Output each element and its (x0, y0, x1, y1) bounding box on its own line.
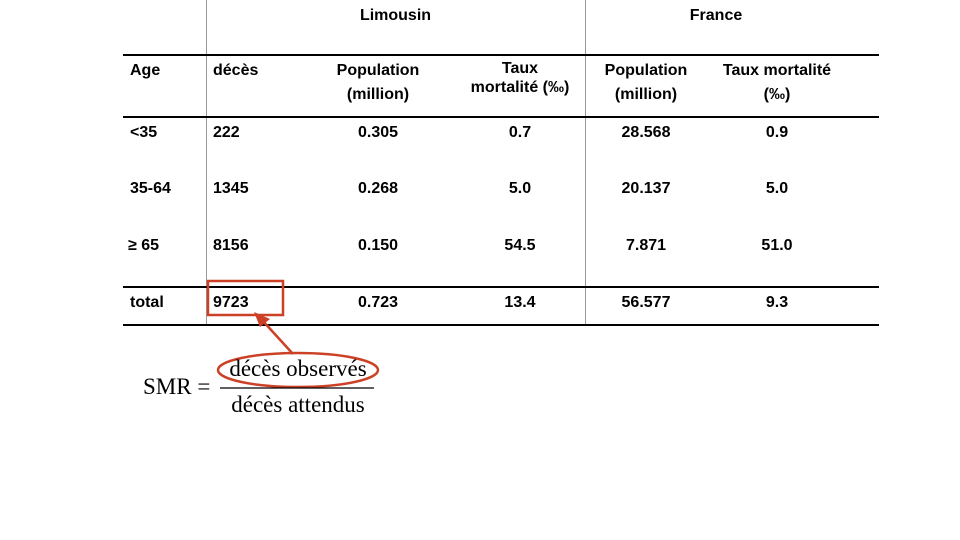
rule-bottom (123, 324, 879, 326)
group-limousin: Limousin (359, 7, 432, 24)
header-taux-france-line1: Taux mortalité (722, 62, 832, 79)
cell-taux-france: 51.0 (761, 237, 793, 254)
cell-population-france: 56.577 (621, 294, 671, 311)
rule-before-total (123, 286, 879, 288)
header-population-france-line1: Population (604, 62, 688, 79)
cell-taux-france: 5.0 (765, 180, 789, 197)
cell-taux-france: 9.3 (765, 294, 789, 311)
formula-numerator: décès observés (229, 356, 367, 381)
header-population-france-line2: (million) (614, 86, 678, 103)
rule-top (123, 54, 879, 56)
cell-deces: 1345 (213, 180, 249, 197)
cell-age: ≥ 65 (128, 237, 160, 254)
cell-taux-limousin: 13.4 (504, 294, 536, 311)
divider-limousin-france (585, 0, 586, 326)
cell-taux-france: 0.9 (765, 124, 789, 141)
cell-deces: 222 (213, 124, 240, 141)
cell-deces: 9723 (213, 294, 249, 311)
header-taux-limousin-line1: Taux (501, 60, 539, 77)
cell-deces: 8156 (213, 237, 249, 254)
header-deces: décès (213, 62, 259, 79)
cell-population-limousin: 0.268 (357, 180, 399, 197)
cell-population-france: 20.137 (621, 180, 671, 197)
cell-taux-limousin: 5.0 (508, 180, 532, 197)
formula-denominator: décès attendus (231, 392, 365, 417)
header-population-limousin-line1: Population (336, 62, 420, 79)
divider-age (206, 0, 207, 326)
formula-lhs: SMR = (143, 374, 211, 399)
cell-population-france: 28.568 (621, 124, 671, 141)
cell-taux-limousin: 54.5 (504, 237, 536, 254)
header-taux-france: Taux mortalité (‰) (702, 59, 852, 107)
rule-header (123, 116, 879, 118)
cell-age: 35-64 (130, 180, 171, 197)
cell-taux-limousin: 0.7 (508, 124, 532, 141)
header-age: Age (130, 62, 161, 79)
cell-population-limousin: 0.305 (357, 124, 399, 141)
group-france: France (689, 7, 743, 24)
cell-population-limousin: 0.150 (357, 237, 399, 254)
header-taux-limousin: Taux mortalité (‰) (455, 59, 585, 97)
cell-population-limousin: 0.723 (357, 294, 399, 311)
header-taux-limousin-line2: mortalité (‰) (470, 79, 570, 96)
header-population-france: Population (million) (586, 59, 706, 107)
header-taux-france-line2: (‰) (763, 86, 791, 103)
cell-population-france: 7.871 (625, 237, 667, 254)
header-population-limousin-line2: (million) (346, 86, 410, 103)
cell-age: total (130, 294, 164, 311)
header-population-limousin: Population (million) (318, 59, 438, 107)
cell-age: <35 (130, 124, 158, 141)
